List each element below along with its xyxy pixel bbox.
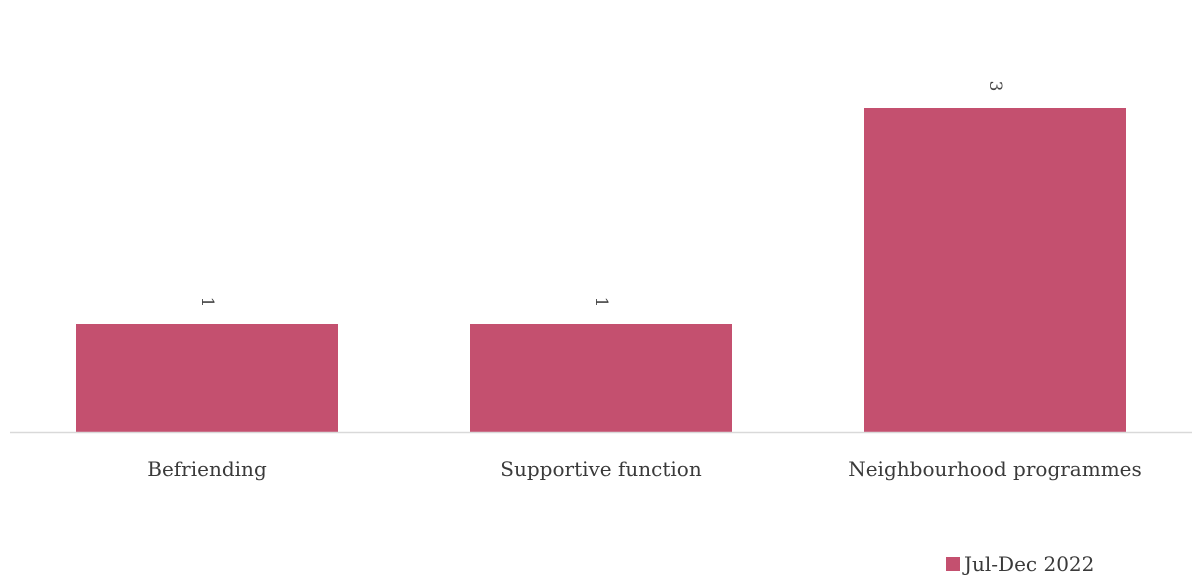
legend-swatch	[946, 557, 960, 571]
data-labels-group: 1 1 3	[197, 81, 1005, 308]
data-label-2: 3	[985, 81, 1005, 92]
bar-1	[470, 324, 732, 432]
legend: Jul-Dec 2022	[946, 552, 1094, 576]
bar-chart: 1 1 3 Befriending Supportive function Neighb…	[10, 81, 1192, 481]
bars-group	[76, 108, 1126, 432]
category-label-1: Supportive function	[500, 457, 702, 481]
bar-0	[76, 324, 338, 432]
category-labels-group: Befriending Supportive function Neighbourh…	[147, 457, 1142, 481]
legend-label: Jul-Dec 2022	[964, 552, 1095, 576]
category-label-2: Neighbourhood programmes	[848, 457, 1142, 481]
data-label-0: 1	[197, 297, 217, 308]
bar-2	[864, 108, 1126, 432]
data-label-1: 1	[591, 297, 611, 308]
category-label-0: Befriending	[147, 457, 267, 481]
